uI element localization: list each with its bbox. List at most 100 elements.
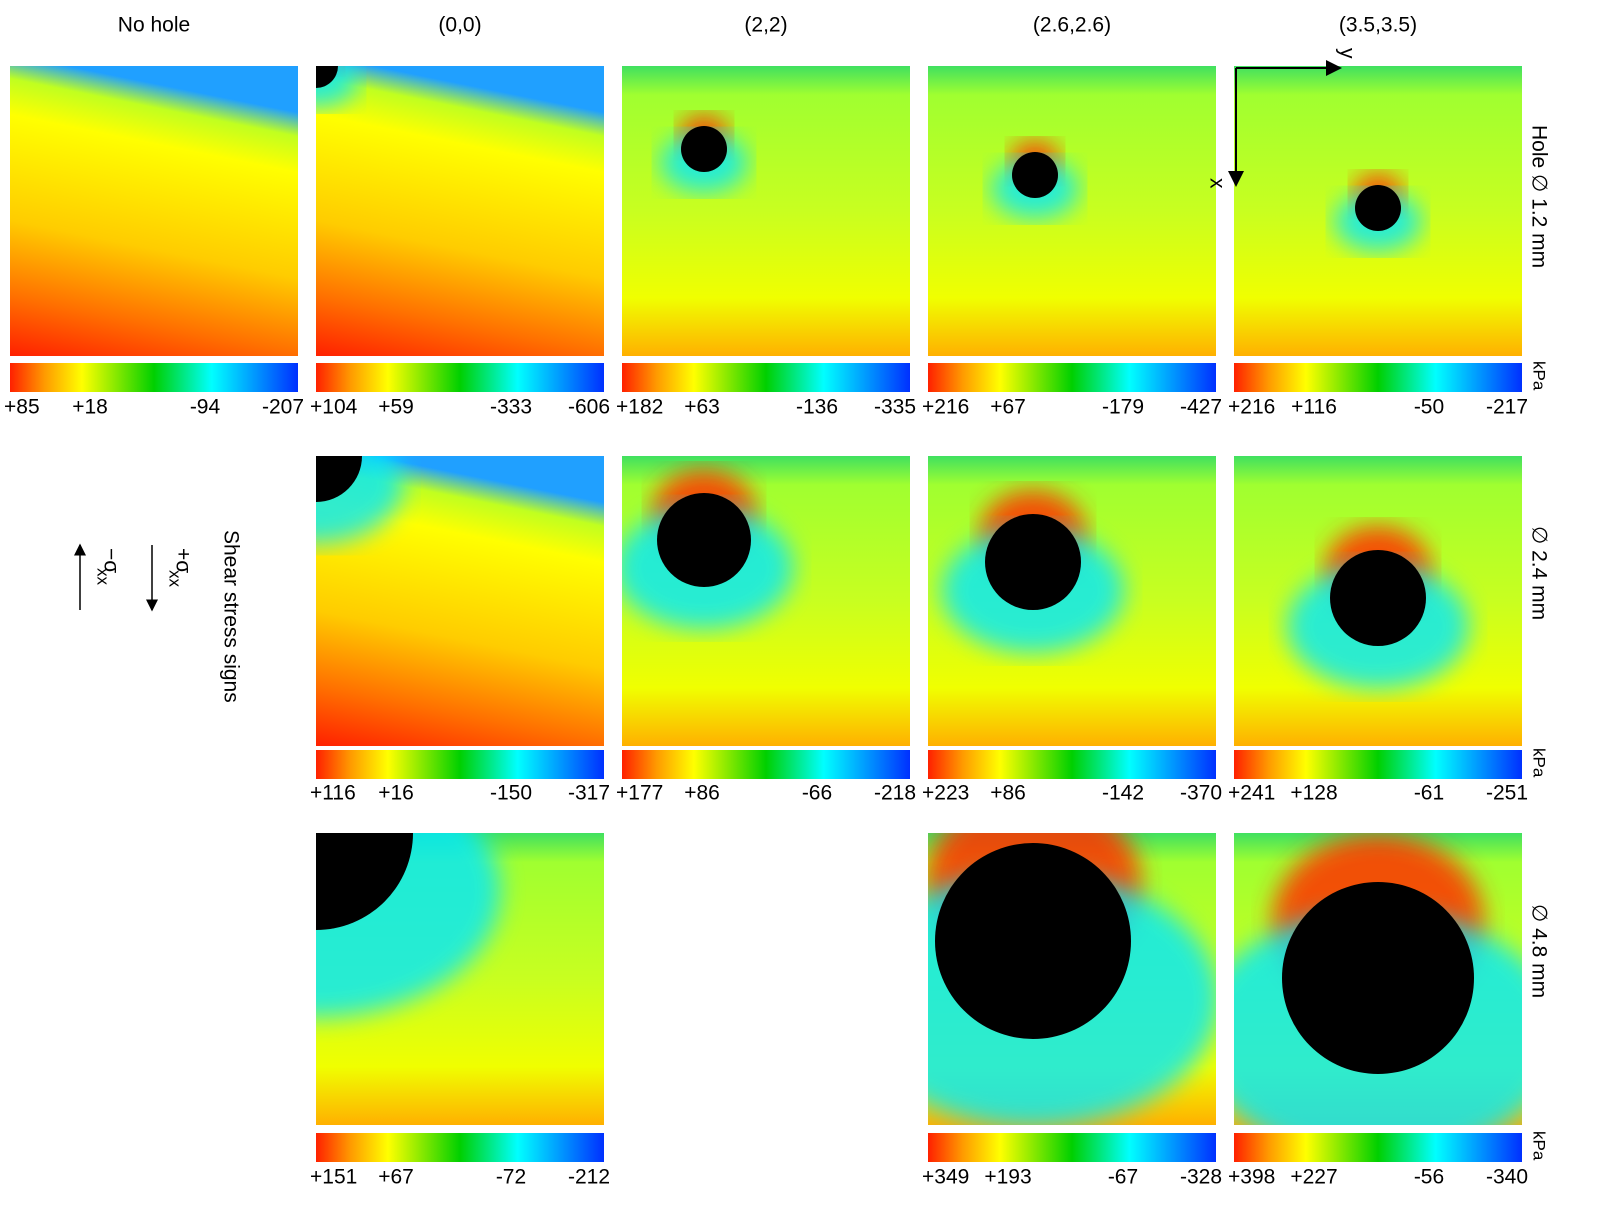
legend-title: Shear stress signs xyxy=(219,530,242,703)
stress-map xyxy=(622,66,910,356)
scale-label: +59 xyxy=(378,396,414,419)
scale-label: -207 xyxy=(262,396,304,419)
scale-label: -179 xyxy=(1102,396,1144,419)
colorbar xyxy=(10,363,298,392)
stress-map xyxy=(316,66,604,356)
scale-label: -427 xyxy=(1180,396,1222,419)
scale-label: +349 xyxy=(922,1166,969,1189)
panel: +223 +86 -142 -370 xyxy=(922,456,1222,805)
scale-label: +177 xyxy=(616,782,663,805)
map xyxy=(1234,456,1522,746)
map xyxy=(928,833,1216,1125)
axis-label: y xyxy=(1335,48,1358,59)
colorbar xyxy=(928,1133,1216,1162)
axis-label: x xyxy=(1205,178,1228,189)
scale-label: +67 xyxy=(378,1166,414,1189)
hole xyxy=(985,514,1081,610)
scale-label: -136 xyxy=(796,396,838,419)
scale-label: +18 xyxy=(72,396,108,419)
scale-label: +241 xyxy=(1228,782,1275,805)
scale-label: -335 xyxy=(874,396,916,419)
unit-label: kPa xyxy=(1530,748,1549,778)
scale-label: -370 xyxy=(1180,782,1222,805)
map xyxy=(316,456,604,746)
panel: +116 +16 -150 -317 xyxy=(310,456,610,805)
panel: +216 +116 -50 -217 xyxy=(1228,66,1528,419)
scale-label: +216 xyxy=(1228,396,1275,419)
map xyxy=(928,456,1216,746)
scale-label: +193 xyxy=(984,1166,1031,1189)
hole xyxy=(1282,882,1474,1074)
hole xyxy=(681,126,727,172)
scale-label: -606 xyxy=(568,396,610,419)
scale-label: +63 xyxy=(684,396,720,419)
map xyxy=(10,66,298,356)
stress-map xyxy=(928,66,1216,356)
colorbar xyxy=(316,1133,604,1162)
scale-label: +182 xyxy=(616,396,663,419)
panel: +177 +86 -66 -218 xyxy=(616,456,916,805)
scale-label: +86 xyxy=(990,782,1026,805)
colorbar xyxy=(928,363,1216,392)
scale-label: -72 xyxy=(496,1166,526,1189)
scale-label: -218 xyxy=(874,782,916,805)
scale-label: -50 xyxy=(1414,396,1444,419)
column-header: (0,0) xyxy=(438,14,481,37)
colorbar xyxy=(622,750,910,779)
unit-label: kPa xyxy=(1530,361,1549,391)
scale-label: -142 xyxy=(1102,782,1144,805)
scale-label: -333 xyxy=(490,396,532,419)
scale-label: +128 xyxy=(1290,782,1337,805)
row-label: Hole ∅ 1.2 mm xyxy=(1527,125,1550,268)
scale-label: +227 xyxy=(1290,1166,1337,1189)
hole xyxy=(1355,185,1401,231)
hole xyxy=(657,493,751,587)
panel: +151 +67 -72 -212 xyxy=(310,833,610,1189)
scale-label: -212 xyxy=(568,1166,610,1189)
scale-label: -66 xyxy=(802,782,832,805)
map xyxy=(1234,833,1522,1125)
hole xyxy=(316,456,362,502)
scale-label: -217 xyxy=(1486,396,1528,419)
scale-label: -61 xyxy=(1414,782,1444,805)
subscript: xx xyxy=(94,568,113,586)
subscript: xx xyxy=(166,570,185,588)
colorbar xyxy=(316,363,604,392)
colorbar xyxy=(1234,1133,1522,1162)
colorbar xyxy=(1234,363,1522,392)
column-header: (2.6,2.6) xyxy=(1033,14,1111,37)
scale-label: +67 xyxy=(990,396,1026,419)
panel: +182 +63 -136 -335 xyxy=(616,66,916,419)
scale-label: -56 xyxy=(1414,1166,1444,1189)
scale-label: +86 xyxy=(684,782,720,805)
scale-label: +116 xyxy=(310,782,356,805)
hole xyxy=(316,833,413,930)
row-label: ∅ 4.8 mm xyxy=(1527,904,1550,998)
column-header: No hole xyxy=(118,14,190,37)
negative-sign: −σ xyxy=(99,548,122,573)
scale-label: +104 xyxy=(310,396,358,419)
colorbar xyxy=(622,363,910,392)
scale-label: +398 xyxy=(1228,1166,1275,1189)
map xyxy=(316,66,604,356)
colorbar xyxy=(316,750,604,779)
column-header: (3.5,3.5) xyxy=(1339,14,1417,37)
colorbar xyxy=(1234,750,1522,779)
panel: +398 +227 -56 -340 xyxy=(1228,833,1528,1189)
hole xyxy=(1012,152,1058,198)
panel: +104 +59 -333 -606 xyxy=(310,66,610,419)
map xyxy=(622,66,910,356)
scale-label: -150 xyxy=(490,782,532,805)
stress-map xyxy=(10,66,298,356)
scale-label: +223 xyxy=(922,782,969,805)
scale-label: -251 xyxy=(1486,782,1528,805)
map xyxy=(1234,66,1522,356)
scale-label: +85 xyxy=(4,396,40,419)
map xyxy=(622,456,910,746)
scale-label: -328 xyxy=(1180,1166,1222,1189)
scale-label: -67 xyxy=(1108,1166,1138,1189)
column-header: (2,2) xyxy=(744,14,787,37)
panel: +216 +67 -179 -427 xyxy=(922,66,1222,419)
scale-label: -94 xyxy=(190,396,221,419)
scale-label: -317 xyxy=(568,782,610,805)
